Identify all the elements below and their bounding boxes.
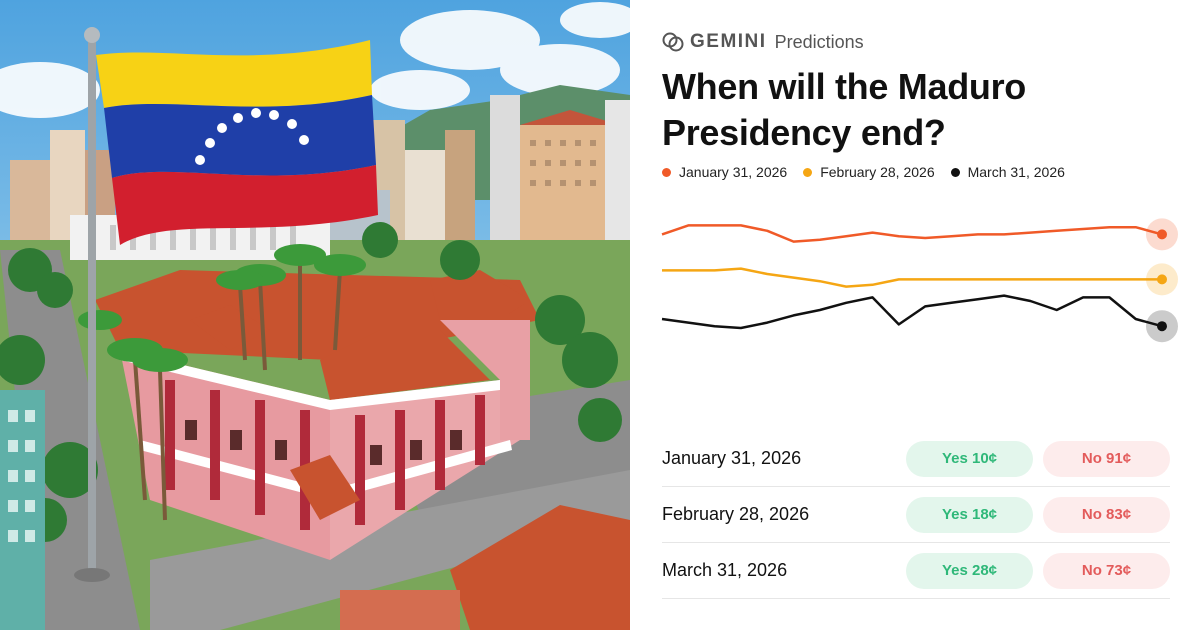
legend-item-january: January 31, 2026 xyxy=(662,164,787,180)
legend-item-february: February 28, 2026 xyxy=(803,164,935,180)
no-button[interactable]: No 91¢ xyxy=(1043,440,1170,477)
yes-button[interactable]: Yes 10¢ xyxy=(906,440,1033,477)
legend-label: January 31, 2026 xyxy=(679,164,788,180)
gemini-logo-icon xyxy=(662,31,684,53)
chart-legend: January 31, 2026 February 28, 2026 March… xyxy=(662,164,1081,180)
market-list: January 31, 2026 Yes 10¢ No 91¢ February… xyxy=(662,431,1170,599)
legend-label: March 31, 2026 xyxy=(967,164,1065,180)
market-row: January 31, 2026 Yes 10¢ No 91¢ xyxy=(662,431,1170,487)
series-end-point-2 xyxy=(1157,274,1167,285)
legend-dot-icon xyxy=(803,167,813,177)
no-button[interactable]: No 73¢ xyxy=(1043,552,1170,589)
market-row: February 28, 2026 Yes 18¢ No 83¢ xyxy=(662,487,1170,543)
market-label: March 31, 2026 xyxy=(662,560,788,580)
brand-name: GEMINI xyxy=(690,31,767,52)
series-line-3 xyxy=(661,294,1163,330)
series-line-2 xyxy=(662,267,1162,288)
legend-label: February 28, 2026 xyxy=(820,164,935,180)
yes-button[interactable]: Yes 18¢ xyxy=(906,496,1033,533)
legend-dot-icon xyxy=(950,167,960,177)
brand-header: GEMINI Predictions xyxy=(662,30,864,54)
price-line-chart xyxy=(661,218,1178,343)
yes-button[interactable]: Yes 28¢ xyxy=(906,552,1033,589)
brand-product: Predictions xyxy=(774,31,864,52)
market-row: March 31, 2026 Yes 28¢ No 73¢ xyxy=(662,543,1170,599)
series-line-1 xyxy=(661,224,1163,243)
market-label: January 31, 2026 xyxy=(662,448,802,468)
series-end-point-1 xyxy=(1157,229,1167,240)
prediction-panel: GEMINI Predictions When will the Maduro … xyxy=(630,0,1200,630)
market-label: February 28, 2026 xyxy=(662,504,810,524)
legend-item-march: March 31, 2026 xyxy=(950,164,1065,180)
hero-illustration xyxy=(0,0,630,630)
series-end-point-3 xyxy=(1157,321,1167,332)
no-button[interactable]: No 83¢ xyxy=(1043,496,1170,533)
page-title: When will the Maduro Presidency end? xyxy=(662,66,1026,153)
legend-dot-icon xyxy=(662,167,671,177)
